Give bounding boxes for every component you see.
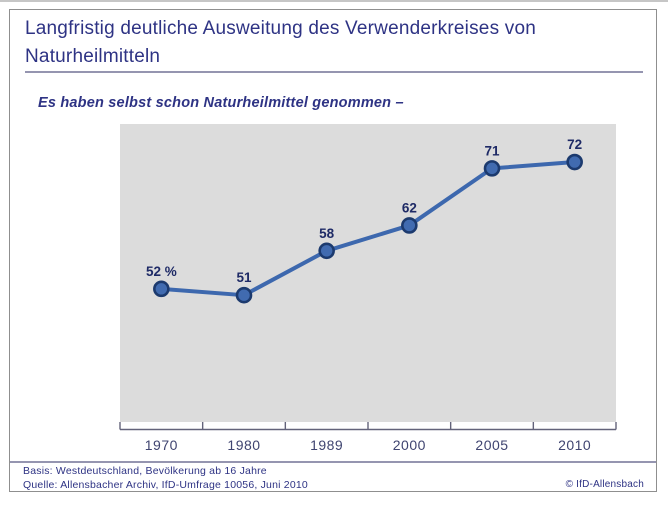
line-chart: 52 % 1970 51 1980 58 1989 62 2000 71 2005 72 2010 xyxy=(119,124,617,453)
footer-copyright: © IfD-Allensbach xyxy=(565,479,644,490)
slide: Langfristig deutliche Ausweitung des Ver… xyxy=(9,9,657,492)
page-title-line1: Langfristig deutliche Ausweitung des Ver… xyxy=(25,18,536,39)
chart-subtitle: Es haben selbst schon Naturheilmittel ge… xyxy=(38,95,404,111)
footer: Basis: Westdeutschland, Bevölkerung ab 1… xyxy=(23,465,523,492)
x-tick-label: 1970 xyxy=(145,437,178,453)
page-title-line2: Naturheilmitteln xyxy=(25,45,161,67)
data-label: 58 xyxy=(319,226,335,241)
footer-divider xyxy=(10,461,656,463)
x-tick-label: 2000 xyxy=(393,437,426,453)
plot-area xyxy=(120,124,616,422)
data-label: 72 xyxy=(567,137,582,152)
window-top-edge xyxy=(0,0,668,2)
trend-line xyxy=(161,160,575,298)
data-label: 71 xyxy=(484,143,500,158)
page-title: Langfristig deutliche Ausweitung des Ver… xyxy=(25,15,647,70)
data-label: 51 xyxy=(236,270,252,285)
data-point xyxy=(401,217,418,234)
x-tick-label: 2010 xyxy=(558,437,591,453)
data-point xyxy=(153,280,170,298)
data-point xyxy=(318,242,335,260)
x-tick-label: 1989 xyxy=(310,437,343,453)
data-label: 52 % xyxy=(146,264,177,279)
title-divider xyxy=(25,71,643,73)
data-point xyxy=(566,153,583,171)
x-tick-label: 1980 xyxy=(227,437,260,453)
footer-quelle: Quelle: Allensbacher Archiv, IfD-Umfrage… xyxy=(23,478,308,491)
data-point xyxy=(483,160,501,177)
x-tick-label: 2005 xyxy=(475,437,508,453)
footer-basis: Basis: Westdeutschland, Bevölkerung ab 1… xyxy=(23,465,267,477)
data-label: 62 xyxy=(402,200,417,215)
data-point xyxy=(235,286,253,304)
